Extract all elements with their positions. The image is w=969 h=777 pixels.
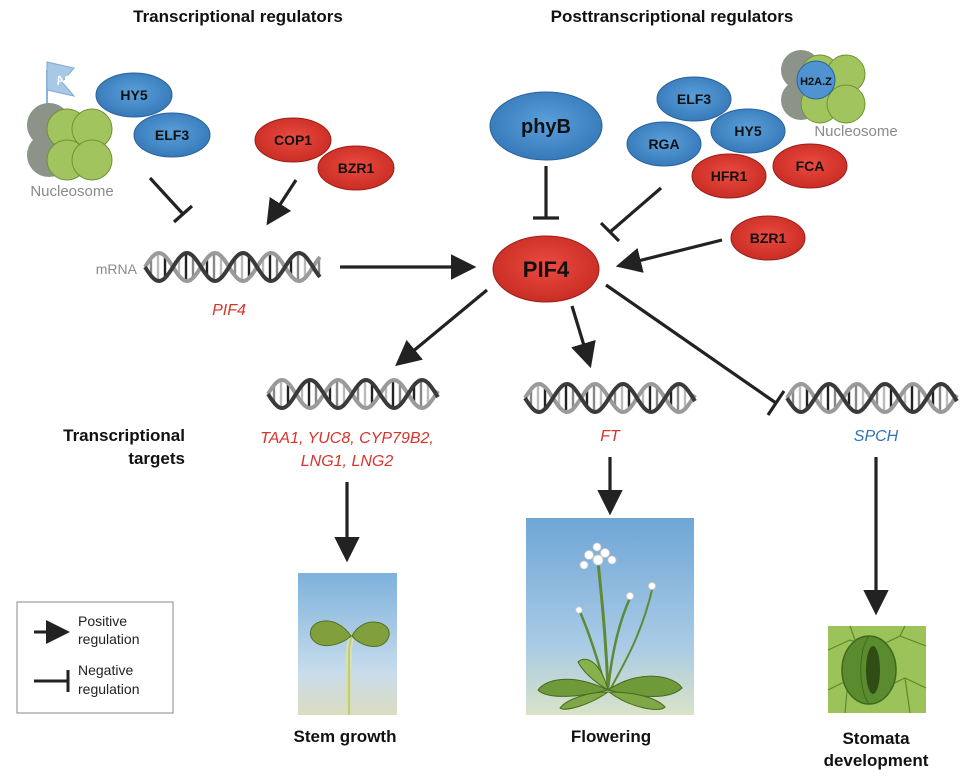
svg-text:BZR1: BZR1 [750,230,787,246]
legend-negative-line2: regulation [78,681,140,697]
protein-fca: FCA [772,143,848,189]
arrow-cop1-bzr1-to-mrna [266,179,298,226]
protein-hy5-left: HY5 [95,72,173,118]
svg-text:ELF3: ELF3 [155,127,189,143]
nucleosome-right-icon: H2A.Z [781,50,866,124]
legend-positive-line2: regulation [78,631,140,647]
inhibit-regulators-to-pif4 [599,186,663,243]
protein-hfr1: HFR1 [691,153,767,199]
ft-gene-label: FT [600,428,621,445]
ft-helix-icon [523,381,697,415]
inhibit-pif4-to-spch [605,283,786,416]
protein-pif4: PIF4 [492,235,600,303]
outcome-stomata-line2: development [824,751,929,770]
svg-text:COP1: COP1 [274,132,312,148]
growth-genes-line2: LNG1, LNG2 [301,453,394,470]
mrna-gene-pif4: PIF4 [212,302,246,319]
growth-genes-helix-icon [266,377,440,411]
growth-genes-line1: TAA1, YUC8, CYP79B2, [260,430,434,447]
protein-elf3-left: ELF3 [133,112,211,158]
svg-text:PIF4: PIF4 [523,257,570,282]
protein-phyb: phyB [489,91,603,161]
transcriptional-targets-label-line2: targets [128,449,185,468]
legend-positive-line1: Positive [78,613,127,629]
outcome-stem-growth: Stem growth [294,727,397,746]
svg-text:HY5: HY5 [734,123,761,139]
seedling-image [298,573,397,715]
mrna-helix-icon [143,250,322,284]
legend-negative-line1: Negative [78,662,133,678]
protein-bzr1-right: BZR1 [730,215,806,261]
inhibit-phyb-to-pif4 [533,166,559,220]
svg-text:FCA: FCA [796,158,825,174]
flowering-plant-image [526,518,694,715]
svg-text:BZR1: BZR1 [338,160,375,176]
arrow-pif4-to-growth-genes [395,288,489,367]
outcome-flowering: Flowering [571,727,651,746]
svg-text:RGA: RGA [648,136,679,152]
protein-cop1: COP1 [254,117,332,163]
svg-text:HFR1: HFR1 [711,168,748,184]
spch-gene-label: SPCH [854,428,899,445]
svg-text:HY5: HY5 [120,87,147,103]
inhibit-nucleosome-to-mrna [148,176,194,224]
histone-h2az-label: H2A.Z [800,76,832,88]
svg-text:ELF3: ELF3 [677,91,711,107]
acetylation-flag: Ac [54,70,73,88]
nucleosome-left-label: Nucleosome [30,183,113,200]
protein-hy5-right: HY5 [710,108,786,154]
spch-helix-icon [785,381,959,415]
protein-rga: RGA [626,121,702,167]
nucleosome-right-label: Nucleosome [814,123,897,140]
legend-negative-bar-icon [34,670,70,692]
protein-bzr1-left: BZR1 [317,145,395,191]
outcome-stomata-line1: Stomata [842,729,910,748]
stomata-image [827,625,927,714]
mrna-label: mRNA [96,261,138,277]
arrow-bzr1-to-pif4 [615,238,723,273]
legend: Positive regulation Negative regulation [16,601,174,714]
header-posttranscriptional-regulators: Posttranscriptional regulators [551,7,794,26]
nucleosome-left-icon: Ac [27,61,113,181]
protein-elf3-right: ELF3 [656,76,732,122]
header-transcriptional-regulators: Transcriptional regulators [133,7,343,26]
arrow-pif4-to-ft [570,305,596,369]
svg-text:phyB: phyB [521,116,571,138]
transcriptional-targets-label-line1: Transcriptional [63,426,185,445]
